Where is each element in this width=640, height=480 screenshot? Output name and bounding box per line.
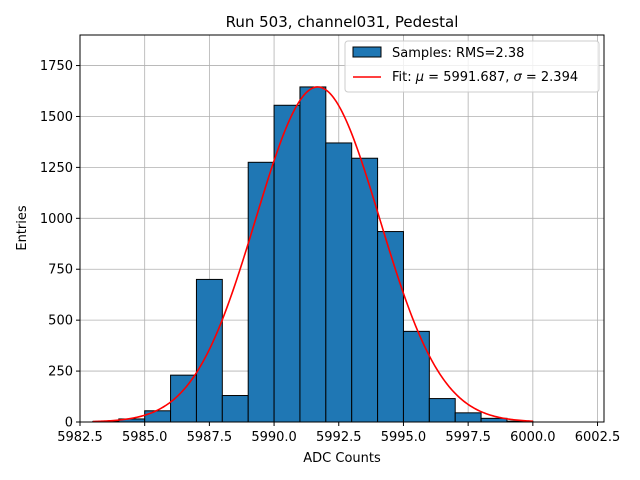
histogram-bar (402, 330, 430, 423)
histogram-bar (325, 142, 353, 423)
legend-fit-mu-value: = 5991.687, (424, 70, 513, 85)
x-tick-label: 6000.0 (510, 430, 556, 445)
y-axis-ticks: 0 250 500 750 1000 1250 1500 1750 (40, 59, 80, 431)
gaussian-fit-curve (92, 86, 533, 423)
legend-samples-swatch (352, 46, 382, 58)
x-tick-label: 5985.0 (122, 430, 168, 445)
y-tick-label: 1500 (40, 110, 73, 125)
y-tick-label: 1750 (40, 59, 73, 74)
y-tick-label: 1000 (40, 212, 73, 227)
legend-fit-mu-symbol: μ (415, 70, 424, 85)
histogram-bars (92, 86, 534, 423)
x-tick-label: 5982.5 (57, 430, 103, 445)
y-tick-label: 500 (48, 314, 73, 329)
x-tick-label: 5992.5 (316, 430, 362, 445)
y-tick-label: 0 (65, 416, 73, 431)
x-tick-label: 5995.0 (381, 430, 427, 445)
histogram-bar (377, 231, 404, 423)
legend-fit-sigma-symbol: σ (514, 70, 523, 85)
histogram-bar (221, 395, 249, 423)
chart-title: Run 503, channel031, Pedestal (226, 13, 459, 31)
histogram-bar (454, 412, 482, 423)
x-tick-label: 5990.0 (251, 430, 297, 445)
histogram-bar (299, 86, 327, 423)
histogram-bar (428, 398, 456, 423)
legend-fit-prefix: Fit: (392, 70, 416, 85)
y-tick-label: 1250 (40, 161, 73, 176)
legend-samples-label: Samples: RMS=2.38 (392, 46, 524, 61)
x-axis-ticks: 5982.5 5985.0 5987.5 5990.0 5992.5 5995.0 5997… (57, 422, 620, 445)
x-tick-label: 5997.5 (445, 430, 491, 445)
legend: Samples: RMS=2.38 Fit: μ = 5991.687, σ =… (344, 40, 600, 93)
fit-curve-layer (92, 86, 533, 423)
y-axis-label: Entries (15, 205, 30, 251)
x-axis-label: ADC Counts (303, 451, 381, 466)
histogram-bar (273, 104, 301, 423)
y-tick-label: 750 (48, 263, 73, 278)
legend-fit-label: Fit: μ = 5991.687, σ = 2.394 (392, 70, 578, 85)
legend-fit-sigma-value: = 2.394 (522, 70, 578, 85)
histogram-bar (144, 410, 172, 423)
histogram-bar (247, 161, 275, 423)
y-tick-label: 250 (48, 365, 73, 380)
plot-frame (79, 34, 605, 423)
x-tick-label: 5987.5 (187, 430, 233, 445)
x-tick-label: 6002.5 (575, 430, 621, 445)
histogram-bar (351, 157, 379, 423)
legend-box (344, 40, 600, 93)
